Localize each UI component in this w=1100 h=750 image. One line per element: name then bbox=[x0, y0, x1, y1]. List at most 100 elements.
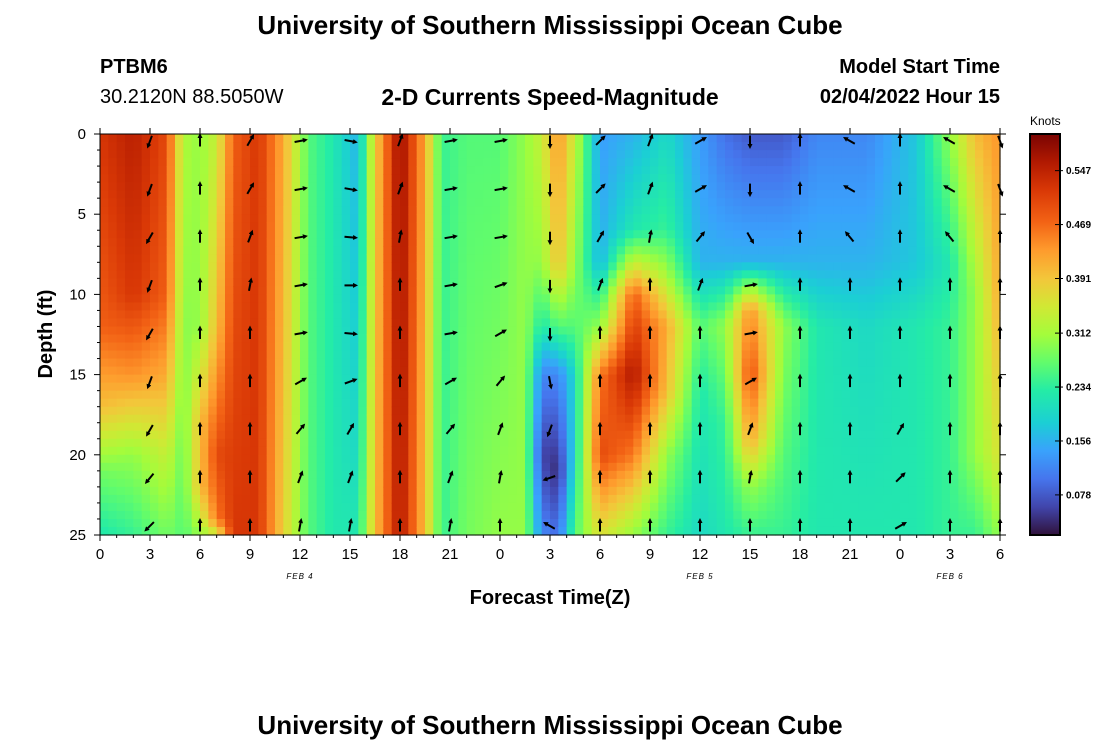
heatmap-cell bbox=[883, 310, 893, 320]
heatmap-cell bbox=[708, 294, 718, 304]
heatmap-cell bbox=[566, 230, 576, 239]
heatmap-cell bbox=[783, 246, 793, 255]
heatmap-cell bbox=[666, 134, 676, 143]
heatmap-cell bbox=[258, 438, 268, 448]
heatmap-cell bbox=[825, 158, 834, 167]
heatmap-cell bbox=[208, 190, 218, 199]
heatmap-cell bbox=[908, 238, 918, 247]
heatmap-cell bbox=[733, 158, 743, 167]
heatmap-cell bbox=[283, 150, 293, 159]
heatmap-cell bbox=[483, 390, 493, 400]
heatmap-cell bbox=[766, 318, 776, 328]
heatmap-cell bbox=[216, 462, 226, 472]
heatmap-cell bbox=[458, 302, 468, 312]
heatmap-cell bbox=[241, 326, 251, 336]
heatmap-cell bbox=[783, 198, 793, 207]
heatmap-cell bbox=[808, 142, 818, 151]
heatmap-cell bbox=[850, 254, 859, 263]
heatmap-cell bbox=[875, 142, 884, 151]
heatmap-cell bbox=[158, 142, 168, 151]
heatmap-cell bbox=[700, 238, 709, 247]
heatmap-cell bbox=[675, 302, 684, 312]
heatmap-cell bbox=[483, 318, 493, 328]
heatmap-cell bbox=[491, 342, 501, 352]
heatmap-cell bbox=[816, 302, 826, 312]
heatmap-cell bbox=[233, 374, 243, 384]
heatmap-cell bbox=[891, 326, 901, 336]
heatmap-cell bbox=[908, 262, 918, 271]
heatmap-cell bbox=[325, 134, 334, 143]
heatmap-cell bbox=[650, 166, 659, 175]
heatmap-cell bbox=[791, 246, 801, 255]
heatmap-cell bbox=[766, 358, 776, 368]
heatmap-cell bbox=[625, 270, 634, 279]
heatmap-cell bbox=[141, 486, 151, 496]
heatmap-cell bbox=[483, 470, 493, 480]
heatmap-cell bbox=[616, 350, 626, 360]
heatmap-cell bbox=[683, 214, 693, 223]
page-title: University of Southern Mississippi Ocean… bbox=[257, 10, 843, 40]
heatmap-cell bbox=[450, 342, 459, 352]
heatmap-cell bbox=[550, 310, 559, 320]
heatmap-cell bbox=[108, 486, 118, 496]
heatmap-cell bbox=[233, 398, 243, 408]
heatmap-cell bbox=[475, 230, 484, 239]
heatmap-cell bbox=[366, 150, 376, 159]
heatmap-cell bbox=[825, 518, 834, 528]
heatmap-cell bbox=[133, 198, 143, 207]
heatmap-cell bbox=[633, 390, 643, 400]
heatmap-cell bbox=[141, 222, 151, 231]
heatmap-cell bbox=[191, 350, 201, 360]
heatmap-cell bbox=[633, 342, 643, 352]
heatmap-cell bbox=[458, 270, 468, 279]
heatmap-cell bbox=[458, 438, 468, 448]
heatmap-cell bbox=[800, 342, 809, 352]
heatmap-cell bbox=[858, 390, 868, 400]
heatmap-cell bbox=[900, 510, 909, 520]
heatmap-cell bbox=[183, 246, 193, 255]
heatmap-cell bbox=[550, 406, 559, 416]
heatmap-cell bbox=[866, 326, 876, 336]
heatmap-cell bbox=[533, 302, 543, 312]
heatmap-cell bbox=[700, 470, 709, 480]
heatmap-cell bbox=[375, 374, 384, 384]
heatmap-cell bbox=[391, 438, 401, 448]
heatmap-cell bbox=[683, 270, 693, 279]
heatmap-cell bbox=[633, 166, 643, 175]
heatmap-cell bbox=[475, 326, 484, 336]
heatmap-cell bbox=[258, 230, 268, 239]
heatmap-cell bbox=[866, 334, 876, 344]
heatmap-cell bbox=[425, 198, 434, 207]
heatmap-cell bbox=[108, 382, 118, 392]
heatmap-cell bbox=[375, 278, 384, 287]
heatmap-cell bbox=[466, 166, 476, 175]
heatmap-cell bbox=[108, 230, 118, 239]
heatmap-cell bbox=[566, 206, 576, 215]
heatmap-cell bbox=[358, 158, 368, 167]
heatmap-cell bbox=[475, 238, 484, 247]
heatmap-cell bbox=[791, 334, 801, 344]
heatmap-cell bbox=[750, 334, 759, 344]
heatmap-cell bbox=[741, 470, 751, 480]
heatmap-cell bbox=[283, 134, 293, 143]
heatmap-cell bbox=[541, 406, 551, 416]
heatmap-cell bbox=[750, 182, 759, 191]
heatmap-cell bbox=[800, 222, 809, 231]
heatmap-cell bbox=[566, 358, 576, 368]
heatmap-cell bbox=[641, 198, 651, 207]
heatmap-cell bbox=[191, 398, 201, 408]
heatmap-cell bbox=[691, 502, 701, 512]
heatmap-cell bbox=[341, 222, 351, 231]
heatmap-cell bbox=[233, 390, 243, 400]
heatmap-cell bbox=[341, 214, 351, 223]
heatmap-cell bbox=[866, 302, 876, 312]
heatmap-cell bbox=[416, 302, 426, 312]
heatmap-cell bbox=[308, 454, 318, 464]
heatmap-cell bbox=[316, 406, 326, 416]
heatmap-cell bbox=[141, 494, 151, 504]
heatmap-cell bbox=[233, 518, 243, 528]
heatmap-cell bbox=[558, 350, 568, 360]
heatmap-cell bbox=[691, 398, 701, 408]
heatmap-cell bbox=[483, 350, 493, 360]
heatmap-cell bbox=[875, 150, 884, 159]
